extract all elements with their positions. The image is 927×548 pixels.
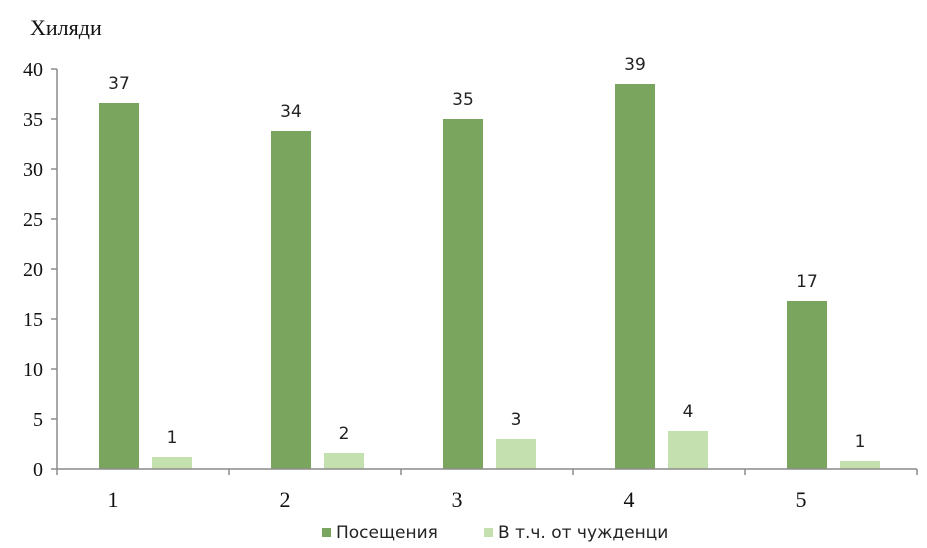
bar-visits-4 — [615, 84, 655, 469]
x-tick-label: 3 — [452, 487, 463, 512]
bar-visits-2 — [271, 131, 311, 469]
y-tick-label: 5 — [33, 409, 43, 431]
y-tick-label: 20 — [23, 259, 43, 281]
x-tick-label: 2 — [280, 487, 291, 512]
y-tick-label: 25 — [23, 209, 43, 231]
bar-foreigners-4 — [668, 431, 708, 469]
x-axis-ticks: 1 2 3 4 5 — [56, 469, 918, 512]
bar-visits-1 — [99, 103, 139, 469]
data-label: 34 — [280, 102, 302, 122]
legend-swatch — [322, 528, 331, 537]
bar-foreigners-5 — [840, 461, 880, 469]
data-labels: 37 1 34 2 35 3 39 4 17 1 — [108, 55, 865, 452]
y-tick-label: 30 — [23, 159, 43, 181]
bar-foreigners-3 — [496, 439, 536, 469]
y-tick-label: 40 — [23, 59, 43, 81]
data-label: 2 — [339, 424, 350, 444]
data-label: 37 — [108, 74, 130, 94]
legend-label: Посещения — [336, 523, 438, 543]
y-tick-label: 10 — [23, 359, 43, 381]
y-tick-label: 35 — [23, 109, 43, 131]
legend-label: В т.ч. от чужденци — [498, 523, 668, 543]
data-label: 1 — [855, 432, 866, 452]
data-label: 4 — [683, 402, 694, 422]
y-tick-label: 15 — [23, 309, 43, 331]
y-axis-title: Хиляди — [30, 15, 102, 40]
bar-visits-5 — [787, 301, 827, 469]
data-label: 1 — [167, 428, 178, 448]
y-tick-label: 0 — [33, 459, 43, 481]
bar-foreigners-1 — [152, 457, 192, 469]
legend-swatch — [484, 528, 493, 537]
x-tick-label: 5 — [796, 487, 807, 512]
bar-visits-3 — [443, 119, 483, 469]
y-axis-ticks: 0 5 10 15 20 25 30 35 40 — [23, 59, 57, 481]
x-tick-label: 4 — [624, 487, 635, 512]
data-label: 17 — [796, 272, 818, 292]
bars — [99, 84, 880, 469]
legend: Посещения В т.ч. от чужденци — [322, 523, 668, 543]
x-tick-label: 1 — [108, 487, 119, 512]
data-label: 35 — [452, 90, 474, 110]
data-label: 39 — [624, 55, 646, 75]
bar-foreigners-2 — [324, 453, 364, 469]
data-label: 3 — [511, 410, 522, 430]
